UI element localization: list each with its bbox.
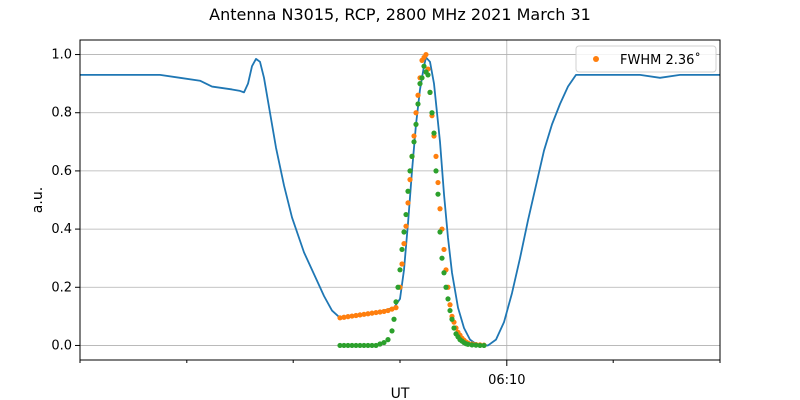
sample-point xyxy=(391,316,397,322)
fit-point xyxy=(337,315,343,321)
fit-point xyxy=(373,309,379,316)
sample-point xyxy=(465,341,471,347)
fit-point xyxy=(435,179,441,186)
sample-point xyxy=(451,325,457,331)
series-line xyxy=(80,56,720,347)
sample-point xyxy=(341,342,347,349)
sample-point xyxy=(337,342,343,349)
sample-point xyxy=(397,267,403,273)
fit-point xyxy=(399,261,405,267)
grid xyxy=(80,40,720,360)
fit-point xyxy=(441,246,447,253)
fit-point xyxy=(437,206,443,212)
fit-point xyxy=(403,223,409,229)
sample-point xyxy=(481,342,487,349)
sample-point xyxy=(427,89,433,95)
y-tick-label: 1.0 xyxy=(51,48,72,63)
sample-point xyxy=(413,121,419,127)
fit-point xyxy=(407,177,413,183)
fit-point xyxy=(433,153,439,159)
sample-point xyxy=(449,316,455,322)
fit-point xyxy=(365,311,371,317)
sample-point xyxy=(473,342,479,348)
legend-label-fit: FWHM 2.36˚ xyxy=(620,52,701,68)
sample-point xyxy=(445,296,451,302)
plot-area xyxy=(80,51,720,349)
sample-point xyxy=(419,75,425,81)
sample-point xyxy=(405,188,411,194)
sample-point xyxy=(429,110,435,116)
sample-point xyxy=(417,81,423,87)
sample-point xyxy=(477,342,483,349)
y-tick-label: 0.2 xyxy=(51,280,72,295)
y-tick-label: 0.6 xyxy=(51,164,72,179)
sample-point xyxy=(353,342,359,349)
fit-point xyxy=(377,309,383,315)
fit-point xyxy=(345,314,351,320)
sample-point xyxy=(433,168,439,174)
fit-point xyxy=(361,311,367,317)
sample-point xyxy=(349,342,355,349)
sample-point xyxy=(395,284,401,290)
y-tick-label: 0.0 xyxy=(51,338,72,353)
fit-point xyxy=(415,92,421,98)
sample-point xyxy=(403,211,409,218)
fit-point xyxy=(369,310,375,316)
sample-point xyxy=(385,337,391,343)
y-tick-label: 0.4 xyxy=(51,222,72,237)
fit-point xyxy=(423,51,429,58)
fit-point xyxy=(357,312,363,318)
axes-frame xyxy=(79,39,721,361)
sample-point xyxy=(365,342,371,349)
sample-point xyxy=(393,299,399,305)
legend: FWHM 2.36˚ xyxy=(575,45,717,73)
fit-point xyxy=(385,307,391,314)
fit-point xyxy=(447,302,453,308)
sample-point xyxy=(441,270,447,276)
x-axis-label: UT xyxy=(391,386,410,400)
sample-point xyxy=(469,342,475,348)
sample-point xyxy=(437,229,443,235)
sample-point xyxy=(377,341,383,347)
sample-point xyxy=(373,342,379,349)
fit-point xyxy=(381,308,387,315)
fit-point xyxy=(401,241,407,247)
sample-point xyxy=(401,229,407,235)
sample-point xyxy=(381,339,387,346)
fit-point xyxy=(411,133,417,139)
x-tick-label: 06:10 xyxy=(488,373,525,388)
sample-point xyxy=(421,63,427,69)
sample-point xyxy=(431,130,437,136)
sample-point xyxy=(415,101,421,107)
sample-point xyxy=(369,342,375,349)
fit-point xyxy=(393,305,399,311)
fit-point xyxy=(349,313,355,319)
sample-point xyxy=(345,342,351,349)
fit-point xyxy=(389,306,395,312)
y-axis-label: a.u. xyxy=(30,187,46,213)
sample-point xyxy=(411,139,417,145)
fit-point xyxy=(405,200,411,206)
sample-point xyxy=(357,342,363,349)
sample-point xyxy=(425,72,431,78)
sample-point xyxy=(435,191,441,197)
y-tick-label: 0.8 xyxy=(51,106,72,121)
sample-point xyxy=(389,328,395,334)
sample-point xyxy=(407,168,413,174)
fit-point xyxy=(353,312,359,319)
sample-point xyxy=(409,153,415,159)
fit-point xyxy=(413,110,419,116)
sample-point xyxy=(439,255,445,261)
sample-point xyxy=(361,342,367,349)
fit-point xyxy=(341,314,347,320)
sample-point xyxy=(443,284,449,290)
chart-title: Antenna N3015, RCP, 2800 MHz 2021 March … xyxy=(209,5,591,24)
legend-frame xyxy=(575,45,717,73)
sample-point xyxy=(399,246,405,253)
axes: 0.0 0.2 0.4 0.6 0.8 1.0 06:10 xyxy=(51,39,721,388)
sample-point xyxy=(447,307,453,314)
legend-marker-fit xyxy=(593,56,599,62)
